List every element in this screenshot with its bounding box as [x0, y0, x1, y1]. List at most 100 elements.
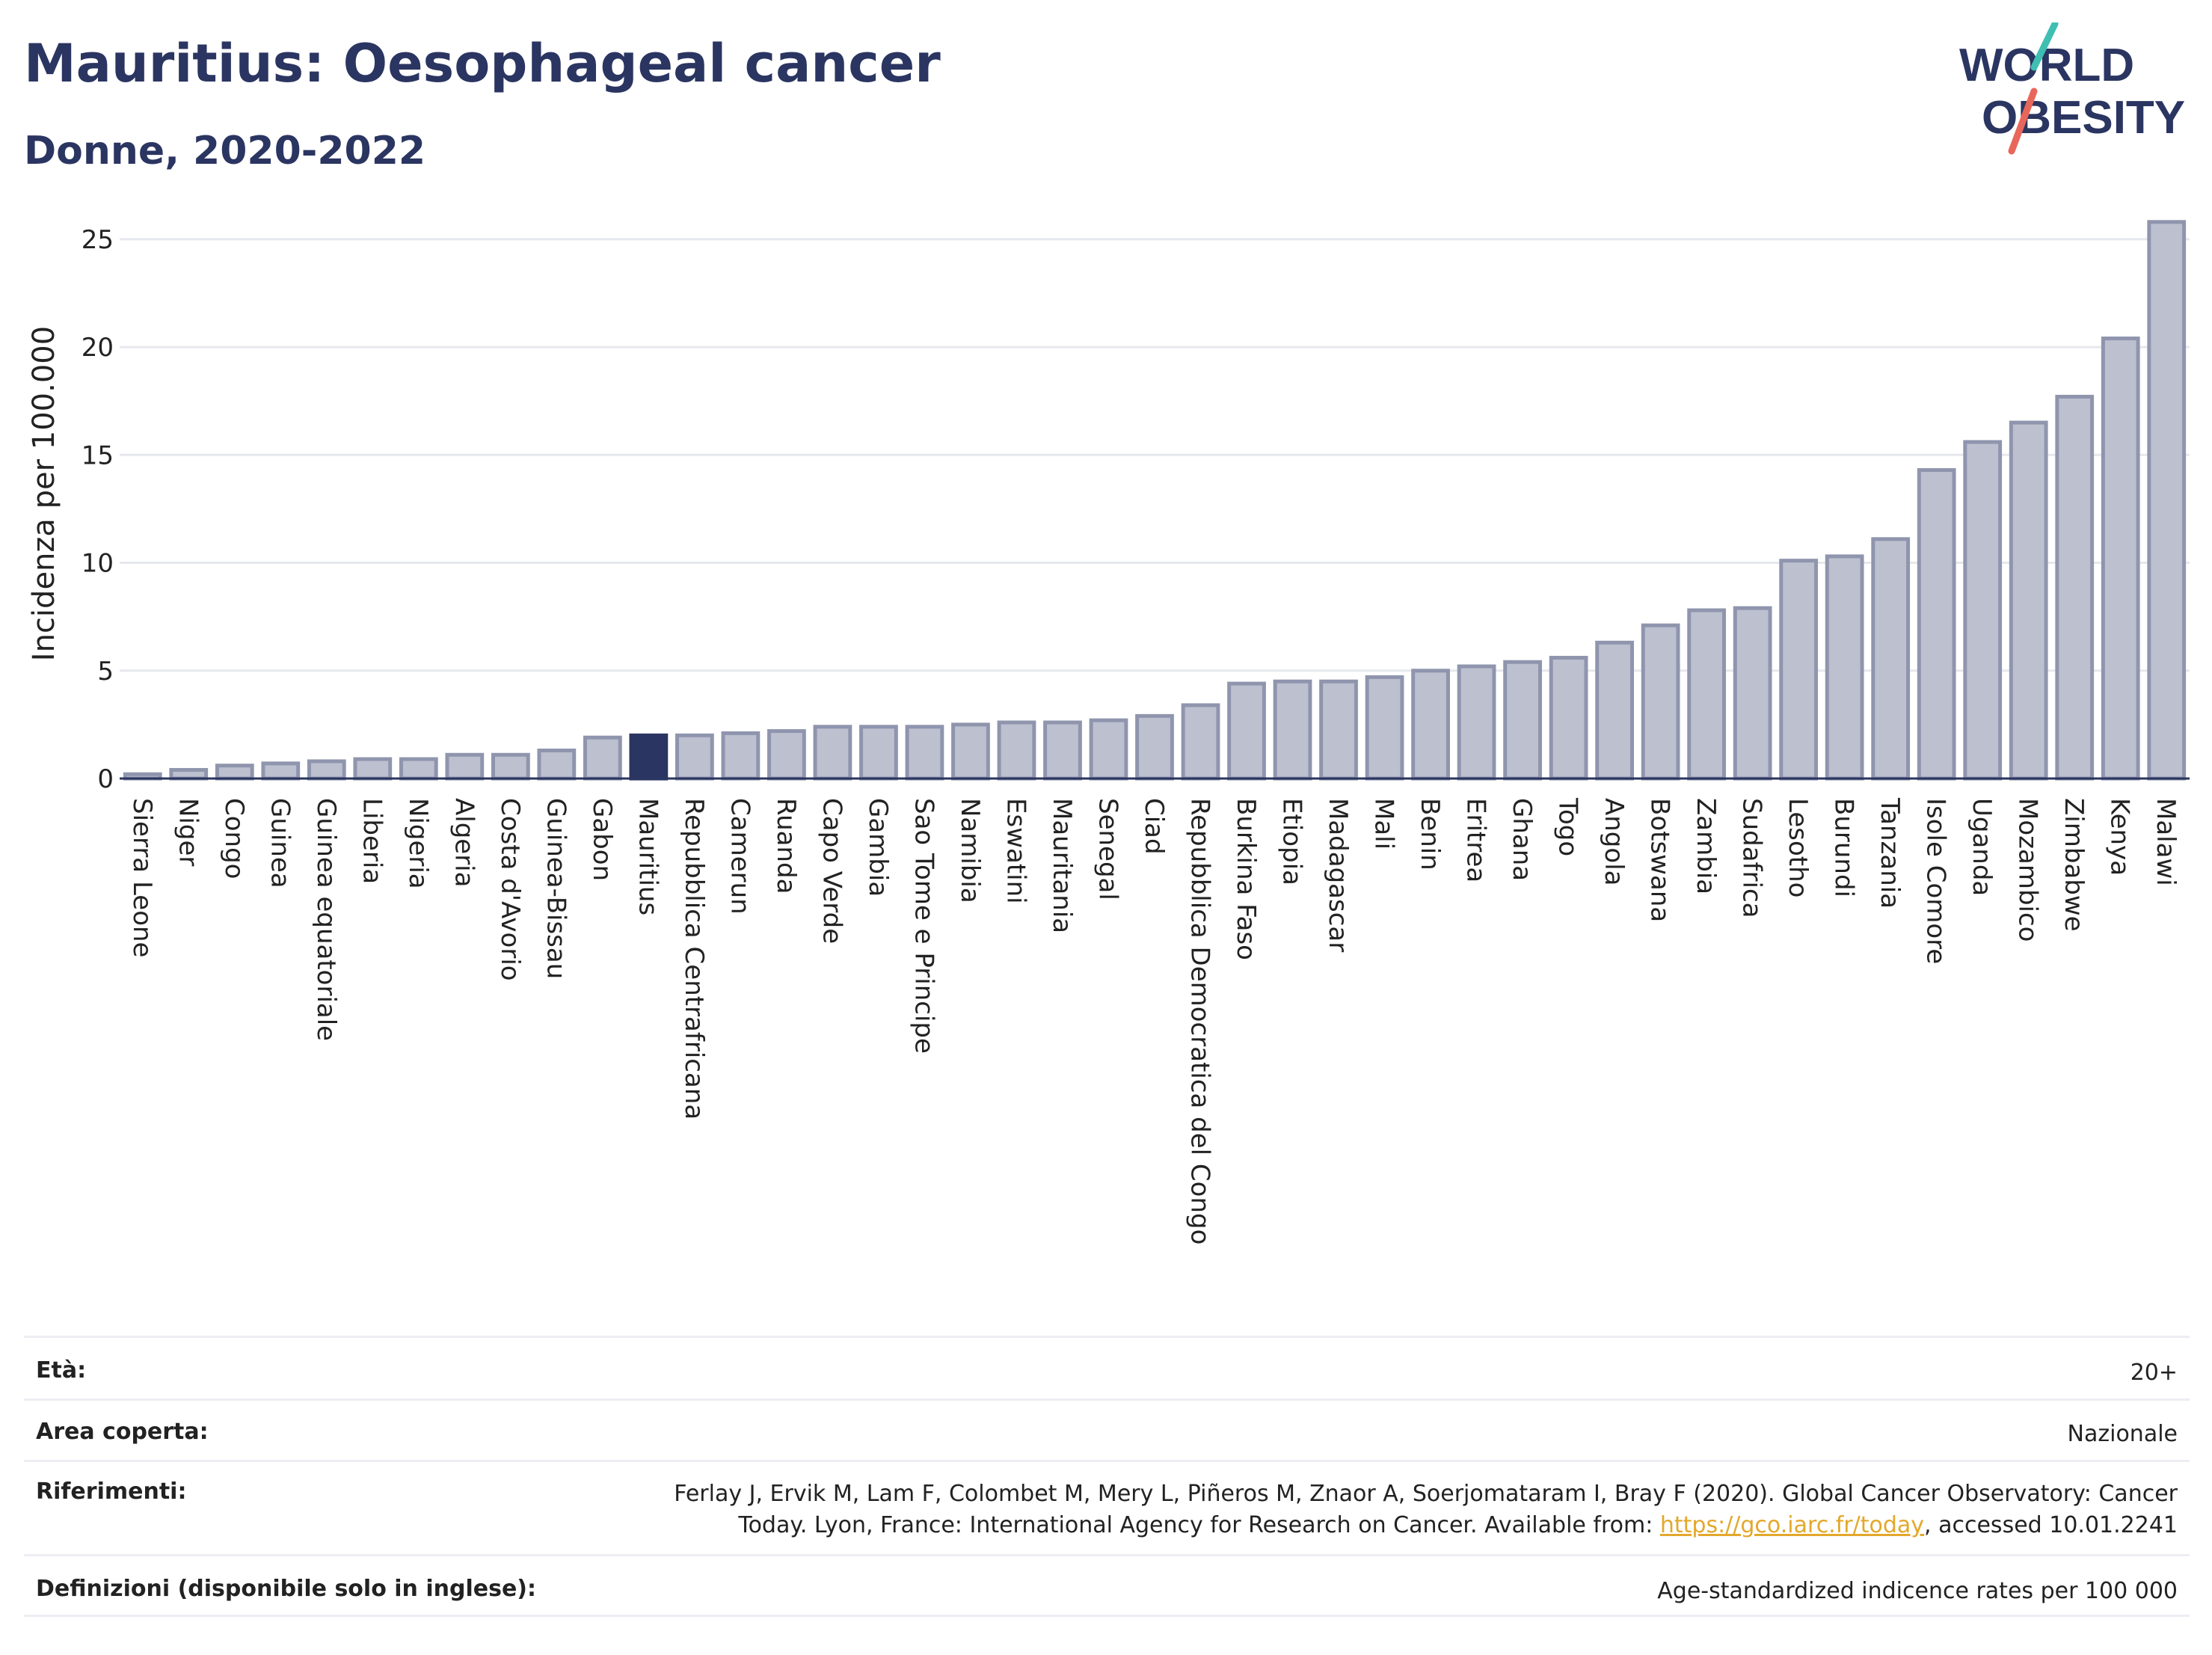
- category-label: Ghana: [1507, 798, 1537, 881]
- bar-mauritius: [629, 733, 669, 781]
- category-label: Zambia: [1691, 798, 1721, 894]
- bar-costa-d-avorio: [491, 752, 530, 781]
- category-label: Gabon: [587, 798, 617, 881]
- category-label: Eswatini: [1001, 798, 1030, 904]
- bar-ruanda: [767, 729, 806, 781]
- category-label: Benin: [1415, 798, 1445, 871]
- bar-camerun: [721, 731, 761, 781]
- category-label: Isole Comore: [1921, 798, 1951, 964]
- bar-kenya: [2101, 337, 2140, 781]
- category-label: Capo Verde: [817, 798, 847, 944]
- references-line1: Ferlay J, Ervik M, Lam F, Colombet M, Me…: [674, 1481, 2178, 1507]
- y-tick-label: 15: [82, 440, 114, 470]
- category-label: Madagascar: [1323, 798, 1353, 952]
- category-label: Nigeria: [403, 798, 433, 889]
- references-link[interactable]: https://gco.iarc.fr/today: [1659, 1512, 1925, 1538]
- y-tick-label: 5: [97, 657, 114, 687]
- y-tick-label: 0: [97, 764, 114, 794]
- info-row-age: Età: 20+: [24, 1336, 2190, 1398]
- bar-guinea-equatoriale: [307, 759, 346, 781]
- category-label: Namibia: [955, 798, 985, 903]
- bar-gambia: [859, 725, 898, 781]
- info-table: Età: 20+ Area coperta: Nazionale Riferim…: [24, 1336, 2190, 1617]
- category-label: Kenya: [2105, 798, 2135, 876]
- y-tick-label: 20: [82, 333, 114, 363]
- bar-isole-comore: [1917, 468, 1956, 781]
- category-label: Botswana: [1645, 798, 1675, 922]
- bar-burundi: [1825, 554, 1864, 781]
- category-label: Burkina Faso: [1231, 798, 1261, 960]
- bar-congo: [215, 764, 254, 781]
- page-subtitle: Donne, 2020-2022: [24, 129, 426, 174]
- bar-niger: [169, 767, 209, 781]
- category-label: Sao Tome e Principe: [909, 798, 938, 1054]
- category-label: Guinea equatoriale: [311, 798, 341, 1041]
- info-row-area: Area coperta: Nazionale: [24, 1398, 2190, 1460]
- y-axis-ticks: 0 5 10 15 20 25: [82, 225, 114, 794]
- category-label: Congo: [219, 798, 249, 879]
- category-labels: Sierra Leone Niger Congo Guinea Guinea equat…: [127, 797, 2181, 1244]
- category-label: Guinea: [265, 798, 295, 888]
- category-label: Costa d'Avorio: [495, 798, 525, 981]
- category-label: Lesotho: [1783, 798, 1813, 897]
- category-label: Camerun: [725, 798, 755, 915]
- world-obesity-logo: WORLD OBESITY: [1959, 22, 2185, 155]
- bar-uganda: [1963, 440, 2003, 781]
- category-label: Mali: [1369, 798, 1399, 850]
- references-label: Riferimenti:: [36, 1479, 187, 1505]
- bar-algeria: [445, 752, 485, 781]
- bar-malawi: [2147, 220, 2187, 781]
- bar-nigeria: [399, 757, 438, 781]
- bar-repubblica-centrafricana: [675, 733, 714, 781]
- references-value: Ferlay J, Ervik M, Lam F, Colombet M, Me…: [674, 1479, 2178, 1541]
- bar-togo: [1549, 655, 1588, 781]
- bar-sudafrica: [1733, 606, 1772, 781]
- bar-guinea-bissau: [537, 749, 577, 781]
- bar-angola: [1595, 640, 1634, 781]
- references-line2-post: , accessed 10.01.2241: [1924, 1512, 2178, 1538]
- bar-madagascar: [1319, 679, 1358, 781]
- category-label: Tanzania: [1875, 797, 1905, 909]
- category-label: Eritrea: [1461, 798, 1491, 882]
- bar-chart: 0 5 10 15 20 25 Sierra Leone Niger Congo Guinea G…: [27, 220, 2190, 1244]
- bar-sao-tome-e-principe: [905, 725, 944, 781]
- y-tick-label: 25: [82, 225, 114, 255]
- category-label: Etiopia: [1277, 798, 1307, 885]
- bar-eswatini: [997, 720, 1036, 781]
- bar-liberia: [353, 757, 393, 781]
- category-label: Ciad: [1139, 798, 1169, 855]
- bar-benin: [1411, 669, 1450, 781]
- category-label: Repubblica Democratica del Congo: [1185, 798, 1215, 1244]
- category-label: Ruanda: [771, 798, 801, 894]
- page-title: Mauritius: Oesophageal cancer: [24, 33, 941, 94]
- definitions-value: Age-standardized indicence rates per 100…: [1657, 1578, 2178, 1604]
- category-label: Algeria: [449, 798, 479, 887]
- bar-botswana: [1641, 623, 1680, 781]
- bar-capo-verde: [813, 725, 852, 781]
- category-label: Sierra Leone: [127, 798, 157, 957]
- bar-ciad: [1135, 713, 1174, 781]
- bar-ghana: [1503, 660, 1542, 781]
- category-label: Uganda: [1967, 798, 1997, 896]
- category-label: Sudafrica: [1737, 798, 1767, 918]
- area-label: Area coperta:: [36, 1419, 209, 1445]
- bar-mauritania: [1043, 720, 1082, 781]
- references-line2-pre: Today. Lyon, France: International Agenc…: [738, 1512, 1660, 1538]
- category-label: Niger: [173, 798, 203, 866]
- bar-eritrea: [1457, 664, 1496, 781]
- bar-gabon: [583, 735, 622, 781]
- category-label: Liberia: [357, 798, 387, 884]
- y-tick-label: 10: [82, 549, 114, 579]
- bar-mali: [1365, 675, 1404, 781]
- bar-etiopia: [1273, 679, 1312, 781]
- category-label: Togo: [1553, 797, 1583, 856]
- age-label: Età:: [36, 1357, 87, 1384]
- bars: [123, 220, 2187, 781]
- category-label: Guinea-Bissau: [541, 798, 571, 979]
- category-label: Senegal: [1093, 798, 1122, 900]
- bar-burkina-faso: [1227, 681, 1266, 781]
- bar-zambia: [1687, 608, 1727, 781]
- bar-guinea: [261, 761, 301, 781]
- category-label: Mauritius: [633, 798, 663, 915]
- category-label: Repubblica Centrafricana: [679, 798, 709, 1120]
